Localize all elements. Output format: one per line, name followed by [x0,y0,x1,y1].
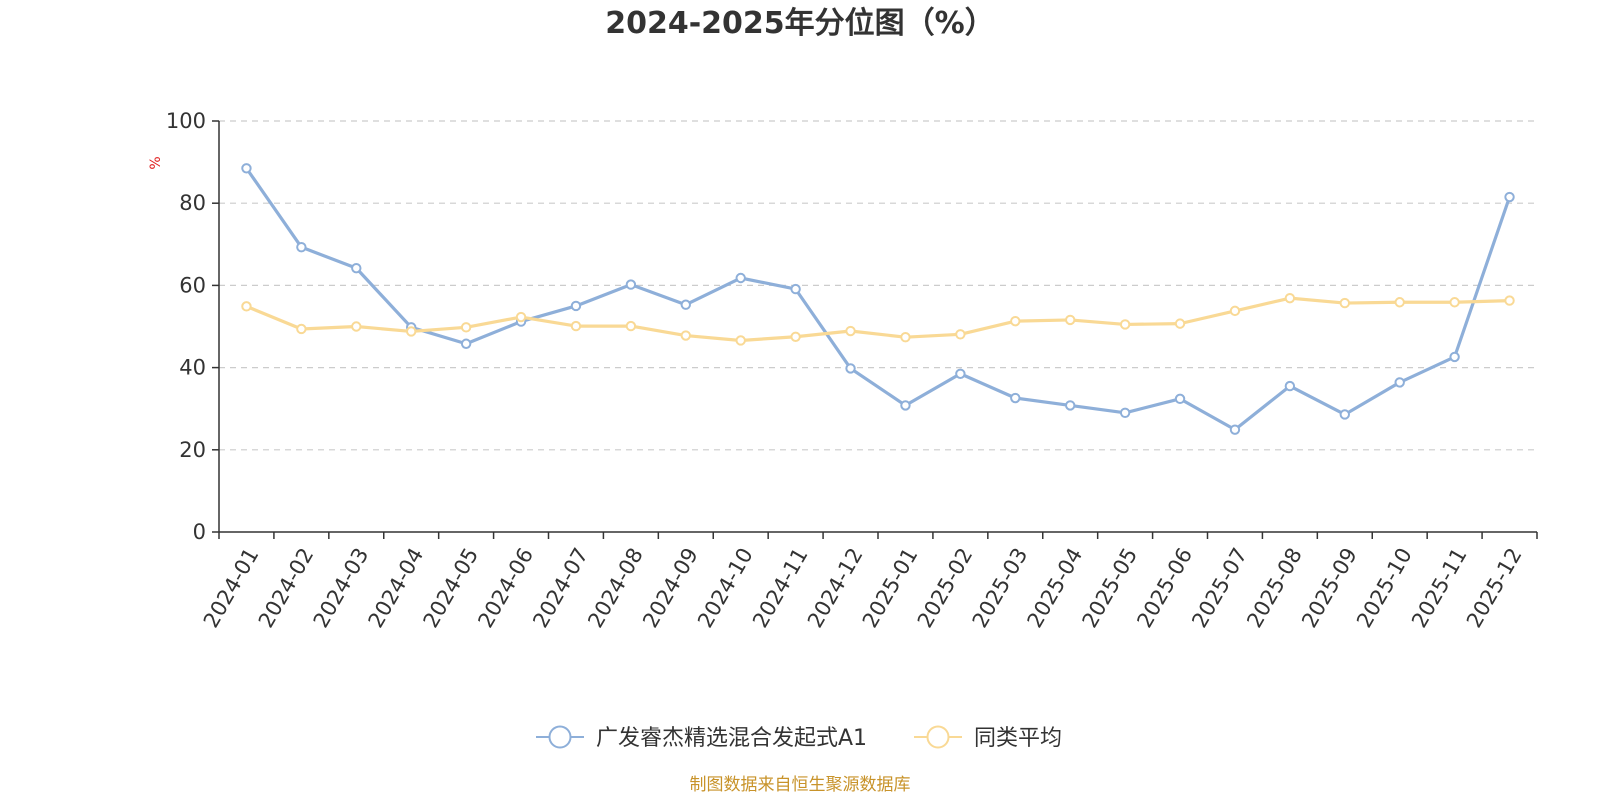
y-tick-label: 100 [166,109,206,133]
data-point[interactable] [241,163,252,174]
data-point[interactable] [955,368,966,379]
data-point[interactable] [515,311,527,323]
data-point[interactable] [1010,315,1021,327]
data-point[interactable] [1119,319,1131,330]
data-point[interactable] [790,331,801,342]
data-point[interactable] [900,331,911,343]
data-point[interactable] [900,400,911,411]
data-point[interactable] [1065,314,1076,326]
data-point[interactable] [1449,297,1460,308]
series-line [245,167,1512,432]
series-lines [241,163,1515,435]
data-point[interactable] [460,338,472,349]
legend-label: 广发睿杰精选混合发起式A1 [596,726,867,751]
legend-item[interactable]: 同类平均 [914,725,1062,751]
data-point[interactable] [296,323,307,335]
data-point[interactable] [570,320,582,332]
data-point[interactable] [680,299,691,310]
data-point[interactable] [845,325,856,337]
chart-title: 2024-2025年分位图（%） [605,6,995,41]
data-point[interactable] [1504,191,1515,203]
data-point[interactable] [460,322,472,333]
data-point[interactable] [845,363,856,374]
data-point[interactable] [1284,380,1296,392]
data-point[interactable] [1284,292,1296,304]
legend-marker [926,725,950,749]
data-point[interactable] [1229,424,1241,435]
data-point[interactable] [1394,377,1405,388]
legend-marker [548,725,572,749]
data-point[interactable] [241,301,252,312]
series-1 [241,163,1515,435]
x-tick-label: 2025-12 [1462,544,1527,632]
data-point[interactable] [1010,392,1021,404]
legend-label: 同类平均 [974,726,1062,751]
data-point[interactable] [735,272,746,284]
y-tick-label: 60 [179,273,206,297]
data-point[interactable] [1449,351,1460,363]
data-point[interactable] [1174,318,1186,329]
y-tick-label: 40 [179,356,206,380]
data-point[interactable] [1065,400,1076,411]
data-point[interactable] [296,241,307,253]
data-point[interactable] [735,335,746,346]
data-point[interactable] [1339,297,1350,309]
data-point[interactable] [955,329,966,340]
series-2 [241,292,1515,346]
data-point[interactable] [625,320,637,332]
y-tick-label: 80 [179,191,206,215]
data-point[interactable] [570,300,582,312]
y-tick-label: 20 [179,438,206,462]
data-point[interactable] [1394,297,1405,308]
series-line [245,296,1510,343]
y-tick-label: 0 [193,520,206,544]
data-point[interactable] [790,283,801,295]
data-point[interactable] [351,262,362,274]
data-point[interactable] [1229,305,1241,317]
y-axis-label: % [148,156,164,169]
data-point[interactable] [1119,407,1131,419]
legend: 广发睿杰精选混合发起式A1 同类平均 [536,725,1062,751]
data-point[interactable] [680,330,691,341]
data-point[interactable] [625,279,637,290]
data-point[interactable] [1174,393,1186,405]
data-point[interactable] [406,326,417,337]
data-point[interactable] [351,321,362,332]
legend-item[interactable]: 广发睿杰精选混合发起式A1 [536,725,867,751]
data-point[interactable] [1339,409,1350,420]
data-point[interactable] [1504,295,1515,306]
grid-lines [219,120,1537,451]
source-note: 制图数据来自恒生聚源数据库 [690,775,911,795]
